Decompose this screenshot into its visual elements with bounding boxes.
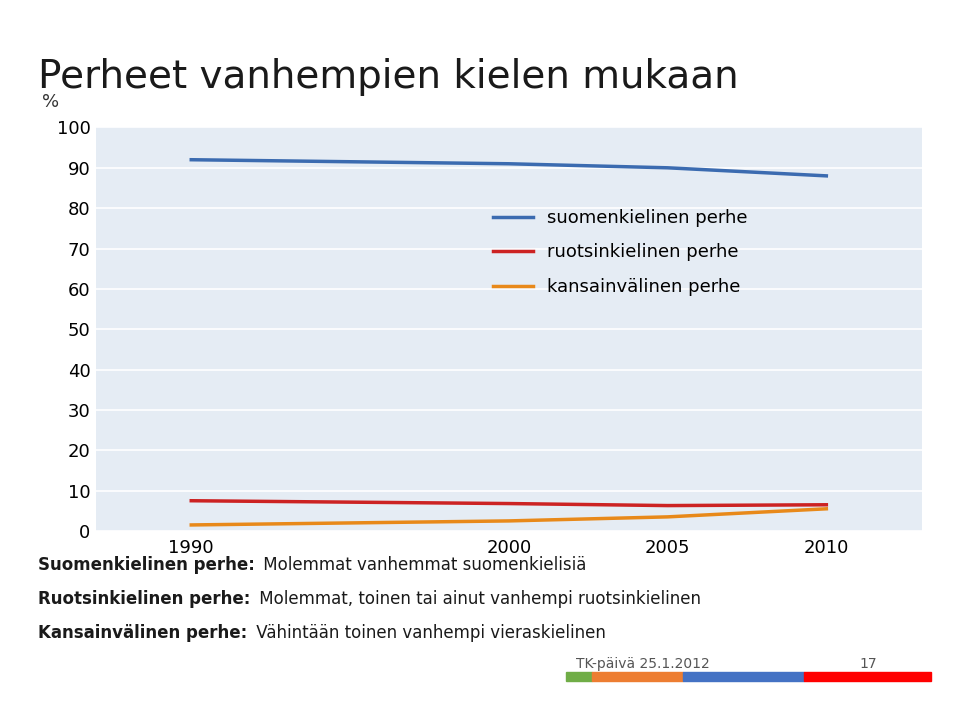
Text: Perheet vanhempien kielen mukaan: Perheet vanhempien kielen mukaan — [38, 57, 739, 96]
Bar — [566, 672, 592, 681]
Text: Kansainvälinen perhe:: Kansainvälinen perhe: — [38, 624, 248, 641]
Text: %: % — [42, 93, 60, 111]
Text: Molemmat vanhemmat suomenkielisiä: Molemmat vanhemmat suomenkielisiä — [258, 556, 587, 573]
Text: Vähintään toinen vanhempi vieraskielinen: Vähintään toinen vanhempi vieraskielinen — [251, 624, 606, 641]
Text: Molemmat, toinen tai ainut vanhempi ruotsinkielinen: Molemmat, toinen tai ainut vanhempi ruot… — [253, 590, 701, 607]
Text: 17: 17 — [859, 657, 876, 671]
Bar — [592, 672, 684, 681]
Legend: suomenkielinen perhe, ruotsinkielinen perhe, kansainvälinen perhe: suomenkielinen perhe, ruotsinkielinen pe… — [493, 209, 748, 296]
Bar — [804, 672, 931, 681]
Bar — [684, 672, 804, 681]
Text: Ruotsinkielinen perhe:: Ruotsinkielinen perhe: — [38, 590, 251, 607]
Text: TK-päivä 25.1.2012: TK-päivä 25.1.2012 — [576, 657, 709, 671]
Text: Suomenkielinen perhe:: Suomenkielinen perhe: — [38, 556, 255, 573]
